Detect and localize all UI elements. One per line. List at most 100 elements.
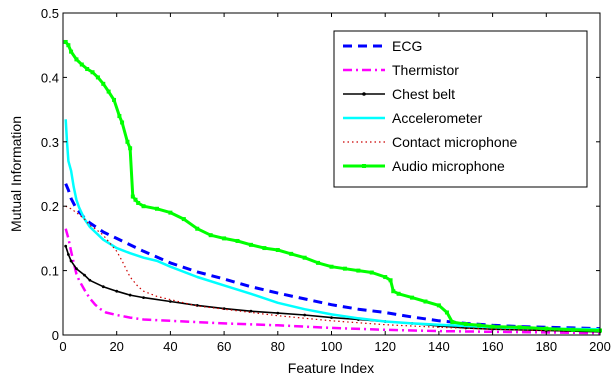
legend-box xyxy=(333,30,588,188)
series-marker-2 xyxy=(66,253,70,256)
series-marker-2 xyxy=(169,300,172,303)
legend-label-1: Thermistor xyxy=(392,62,459,78)
series-line-3 xyxy=(64,119,601,331)
y-tick-label: 0.3 xyxy=(41,135,59,150)
x-axis-label: Feature Index xyxy=(288,360,374,376)
series-marker-5 xyxy=(383,275,388,280)
legend-items: ECG Thermistor Chest belt Accelerometer Cont… xyxy=(343,38,518,174)
series-marker-5 xyxy=(436,303,441,308)
series-marker-5 xyxy=(168,210,173,215)
series-line-5 xyxy=(64,41,601,332)
x-tick-label: 0 xyxy=(59,339,66,354)
series-marker-5 xyxy=(356,268,361,273)
series-marker-5 xyxy=(329,264,334,269)
x-tick-label: 180 xyxy=(535,339,557,354)
legend-label-2: Chest belt xyxy=(392,86,455,102)
series-marker-5 xyxy=(66,43,71,48)
x-tick-label: 20 xyxy=(109,339,123,354)
series-marker-5 xyxy=(275,247,280,252)
series-marker-5 xyxy=(181,217,186,222)
series-line-4 xyxy=(65,205,601,332)
series-marker-5 xyxy=(154,206,159,211)
series-marker-5 xyxy=(112,97,117,102)
series-marker-2 xyxy=(222,307,226,310)
series-marker-5 xyxy=(316,260,321,265)
series-marker-2 xyxy=(88,278,92,282)
x-tick-label: 120 xyxy=(374,339,396,354)
series-marker-5 xyxy=(391,289,396,294)
x-tick-label: 140 xyxy=(428,339,450,354)
y-tick-label: 0.5 xyxy=(41,6,59,21)
series-marker-2 xyxy=(128,293,132,297)
legend-marker-5 xyxy=(362,164,366,168)
series-marker-5 xyxy=(95,75,100,80)
series-marker-5 xyxy=(90,70,95,75)
series-marker-2 xyxy=(101,285,105,289)
tick-layer: 0 20 40 60 80 100 120 140 160 180 200 0 0.1 0.2 0.3 0.4… xyxy=(41,6,611,354)
series-marker-5 xyxy=(544,326,549,331)
series-marker-2 xyxy=(249,309,253,313)
x-tick-label: 100 xyxy=(321,339,343,354)
series-marker-2 xyxy=(330,316,333,320)
series-marker-2 xyxy=(276,311,280,315)
legend-label-3: Accelerometer xyxy=(392,110,483,126)
series-marker-2 xyxy=(69,259,73,263)
series-marker-5 xyxy=(477,323,482,328)
y-tick-label: 0.4 xyxy=(41,70,59,85)
series-marker-5 xyxy=(463,322,468,327)
legend-label-5: Audio microphone xyxy=(392,158,505,174)
legend-label-0: ECG xyxy=(392,38,422,54)
x-tick-label: 200 xyxy=(589,339,611,354)
y-tick-label: 0.1 xyxy=(41,264,59,279)
series-marker-5 xyxy=(74,57,79,62)
series-marker-5 xyxy=(517,325,522,330)
series-marker-5 xyxy=(85,67,90,72)
series-marker-5 xyxy=(128,146,133,151)
series-marker-5 xyxy=(444,310,449,315)
series-marker-5 xyxy=(248,242,253,247)
series-marker-5 xyxy=(289,251,294,256)
series-marker-5 xyxy=(235,238,240,243)
series-marker-5 xyxy=(208,233,213,238)
series-marker-5 xyxy=(117,114,122,119)
series-marker-5 xyxy=(101,81,106,86)
x-tick-label: 160 xyxy=(482,339,504,354)
series-marker-5 xyxy=(136,200,141,205)
series-marker-5 xyxy=(490,324,495,329)
series-marker-5 xyxy=(120,120,125,125)
series-marker-2 xyxy=(64,244,68,248)
series-marker-2 xyxy=(142,296,145,300)
series-marker-5 xyxy=(69,49,74,54)
series-marker-5 xyxy=(450,320,455,325)
series-marker-5 xyxy=(423,299,428,304)
series-line-1 xyxy=(64,228,601,335)
series-marker-5 xyxy=(141,204,146,209)
series-marker-5 xyxy=(63,39,68,44)
series-marker-5 xyxy=(369,270,374,275)
series-marker-5 xyxy=(342,266,347,271)
legend: ECG Thermistor Chest belt Accelerometer Cont… xyxy=(333,30,588,188)
series-marker-5 xyxy=(388,278,393,283)
y-tick-label: 0.2 xyxy=(41,199,59,214)
y-axis-label: Mutual Information xyxy=(8,116,24,232)
series-marker-5 xyxy=(410,295,415,300)
series-marker-5 xyxy=(125,139,130,144)
series-marker-2 xyxy=(83,273,86,277)
series-marker-2 xyxy=(115,289,119,293)
series-marker-2 xyxy=(75,267,78,271)
series-marker-5 xyxy=(106,89,111,94)
series-marker-5 xyxy=(396,291,401,296)
series-marker-5 xyxy=(222,236,227,241)
x-tick-label: 40 xyxy=(163,339,177,354)
legend-label-4: Contact microphone xyxy=(392,134,518,150)
series-marker-5 xyxy=(302,255,307,260)
series-layer xyxy=(63,39,602,335)
legend-marker-2 xyxy=(362,92,366,96)
series-marker-5 xyxy=(79,62,84,67)
series-marker-2 xyxy=(195,303,199,307)
series-marker-5 xyxy=(262,246,267,251)
series-marker-5 xyxy=(130,194,135,199)
series-marker-2 xyxy=(303,313,307,317)
series-marker-5 xyxy=(571,327,576,332)
